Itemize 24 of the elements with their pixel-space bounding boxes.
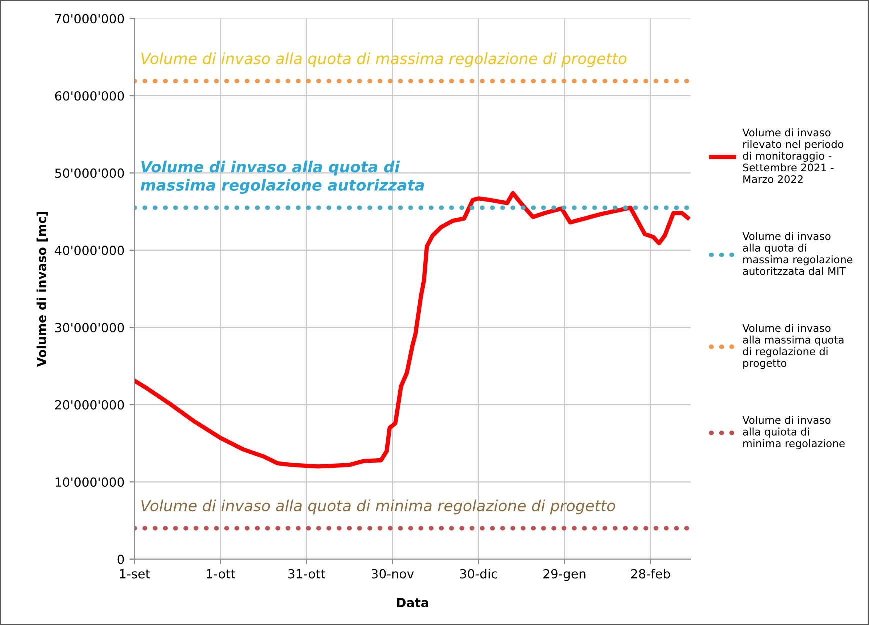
x-tick-label: 1-set xyxy=(120,569,150,579)
y-axis-title: Volume di invaso [mc] xyxy=(36,212,48,368)
legend-label: Volume di invaso alla massima quota di regolazione di progetto xyxy=(742,324,844,370)
x-tick-label: 31-ott xyxy=(288,569,326,579)
y-tick-label: 20'000'000 xyxy=(55,400,124,410)
x-tick-label: 28-feb xyxy=(631,569,670,579)
y-tick-label: 0 xyxy=(118,554,124,564)
x-axis-title: Data xyxy=(397,598,428,608)
y-tick-label: 40'000'000 xyxy=(55,246,124,256)
y-tick-label: 60'000'000 xyxy=(55,91,124,101)
legend-label: Volume di invaso alla quota di massima regolazione autoritzzata dal MIT xyxy=(742,232,853,276)
annotation: Volume di invaso alla quota di massima regolazione di progetto xyxy=(142,52,627,68)
annotation: Volume di invaso alla quota di massima regolazione autorizzata xyxy=(140,160,424,194)
x-tick-label: 1-ott xyxy=(207,569,236,579)
legend-label: Volume di invaso rilevato nel periodo di monitoraggio - Settembre 2021 - Marzo 2022 xyxy=(742,128,844,184)
x-tick-label: 30-dic xyxy=(460,569,498,579)
x-tick-label: 30-nov xyxy=(372,569,414,579)
y-tick-label: 10'000'000 xyxy=(56,478,124,488)
x-tick-label: 29-gen xyxy=(544,569,586,582)
legend-label: Volume di invaso alla quiota di minima regolazione xyxy=(742,416,845,450)
annotation: Volume di invaso alla quota di minima regolazione di progetto xyxy=(142,500,616,515)
y-tick-label: 50'000'000 xyxy=(55,168,124,178)
y-tick-label: 70'000'000 xyxy=(56,14,124,24)
y-tick-label: 30'000'000 xyxy=(55,323,124,333)
